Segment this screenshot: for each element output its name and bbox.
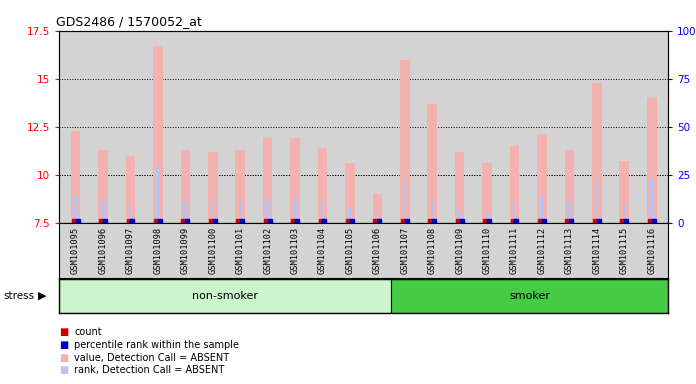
- Bar: [619, 161, 629, 223]
- Text: GSM101101: GSM101101: [236, 227, 245, 275]
- Text: GSM101097: GSM101097: [126, 227, 135, 275]
- Bar: [184, 202, 187, 223]
- Text: ▶: ▶: [38, 291, 46, 301]
- Text: GSM101114: GSM101114: [592, 227, 601, 275]
- Bar: [458, 211, 461, 223]
- Bar: [59, 279, 391, 313]
- Text: count: count: [74, 327, 102, 337]
- Bar: [592, 83, 601, 223]
- Text: GSM101111: GSM101111: [510, 227, 519, 275]
- Bar: [540, 196, 544, 223]
- Bar: [482, 163, 492, 223]
- Text: percentile rank within the sample: percentile rank within the sample: [74, 340, 239, 350]
- Text: GDS2486 / 1570052_at: GDS2486 / 1570052_at: [56, 15, 202, 28]
- Bar: [403, 179, 406, 223]
- Bar: [372, 194, 382, 223]
- Text: GSM101104: GSM101104: [318, 227, 327, 275]
- Text: GSM101096: GSM101096: [99, 227, 108, 275]
- Bar: [564, 150, 574, 223]
- Bar: [266, 198, 269, 223]
- Text: GSM101095: GSM101095: [71, 227, 80, 275]
- Bar: [509, 146, 519, 223]
- Bar: [400, 60, 410, 223]
- Text: GSM101105: GSM101105: [345, 227, 354, 275]
- Bar: [348, 207, 351, 223]
- Bar: [317, 148, 327, 223]
- Bar: [157, 167, 159, 223]
- Bar: [290, 138, 300, 223]
- Bar: [568, 202, 571, 223]
- Text: smoker: smoker: [509, 291, 551, 301]
- Bar: [537, 134, 547, 223]
- Bar: [427, 104, 437, 223]
- Bar: [391, 279, 668, 313]
- Text: ■: ■: [59, 353, 68, 362]
- Bar: [208, 152, 218, 223]
- Text: stress: stress: [3, 291, 35, 301]
- Bar: [211, 200, 214, 223]
- Bar: [513, 202, 516, 223]
- Bar: [431, 200, 434, 223]
- Bar: [455, 152, 464, 223]
- Text: GSM101102: GSM101102: [263, 227, 272, 275]
- Text: GSM101112: GSM101112: [537, 227, 546, 275]
- Text: GSM101106: GSM101106: [373, 227, 382, 275]
- Text: GSM101098: GSM101098: [153, 227, 162, 275]
- Bar: [153, 46, 163, 223]
- Bar: [321, 200, 324, 223]
- Bar: [71, 131, 81, 223]
- Bar: [294, 198, 296, 223]
- Bar: [180, 150, 190, 223]
- Bar: [647, 98, 656, 223]
- Text: GSM101109: GSM101109: [455, 227, 464, 275]
- Text: non-smoker: non-smoker: [192, 291, 258, 301]
- Text: GSM101107: GSM101107: [400, 227, 409, 275]
- Bar: [263, 138, 272, 223]
- Bar: [239, 200, 242, 223]
- Text: GSM101115: GSM101115: [619, 227, 628, 275]
- Bar: [650, 179, 654, 223]
- Bar: [623, 204, 626, 223]
- Text: GSM101099: GSM101099: [181, 227, 190, 275]
- Bar: [102, 200, 104, 223]
- Bar: [485, 213, 489, 223]
- Text: GSM101103: GSM101103: [290, 227, 299, 275]
- Text: GSM101113: GSM101113: [565, 227, 574, 275]
- Bar: [345, 163, 355, 223]
- Bar: [129, 204, 132, 223]
- Text: GSM101110: GSM101110: [482, 227, 491, 275]
- Text: GSM101108: GSM101108: [428, 227, 437, 275]
- Bar: [235, 150, 245, 223]
- Text: ■: ■: [59, 327, 68, 337]
- Bar: [74, 196, 77, 223]
- Text: rank, Detection Call = ABSENT: rank, Detection Call = ABSENT: [74, 365, 225, 375]
- Bar: [376, 217, 379, 223]
- Bar: [98, 150, 108, 223]
- Text: GSM101100: GSM101100: [208, 227, 217, 275]
- Text: ■: ■: [59, 340, 68, 350]
- Text: value, Detection Call = ABSENT: value, Detection Call = ABSENT: [74, 353, 230, 362]
- Bar: [595, 179, 599, 223]
- Bar: [126, 156, 135, 223]
- Text: ■: ■: [59, 365, 68, 375]
- Text: GSM101116: GSM101116: [647, 227, 656, 275]
